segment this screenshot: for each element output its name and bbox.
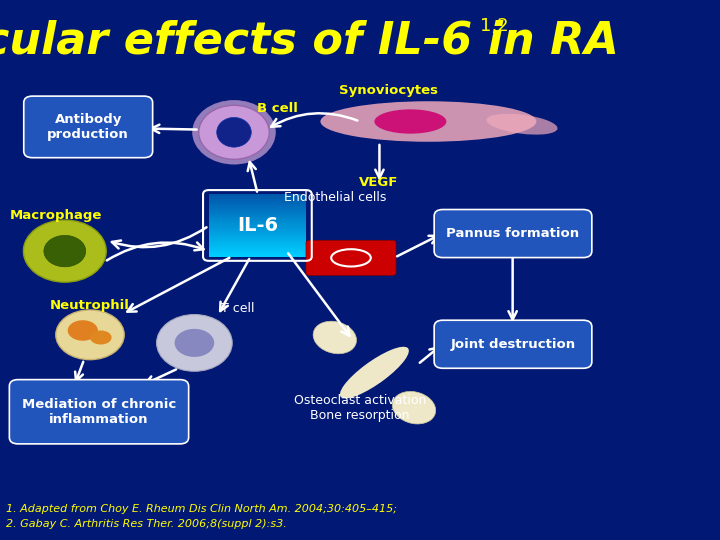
Text: 1,2: 1,2 <box>480 17 508 35</box>
Bar <box>209 238 306 240</box>
Ellipse shape <box>374 109 446 133</box>
Ellipse shape <box>56 310 125 360</box>
Text: Mediation of chronic
inflammation: Mediation of chronic inflammation <box>22 398 176 426</box>
Text: Pannus formation: Pannus formation <box>446 227 580 240</box>
Text: 2. Gabay C. Arthritis Res Ther. 2006;8(suppl 2):s3.: 2. Gabay C. Arthritis Res Ther. 2006;8(s… <box>6 519 287 529</box>
FancyBboxPatch shape <box>434 210 592 258</box>
Text: Neutrophil: Neutrophil <box>50 299 130 312</box>
Bar <box>209 221 306 224</box>
Ellipse shape <box>320 102 536 141</box>
Bar <box>209 205 306 207</box>
Ellipse shape <box>313 321 356 354</box>
Bar <box>209 232 306 234</box>
Bar <box>209 207 306 209</box>
Ellipse shape <box>392 392 436 424</box>
Bar <box>209 226 306 227</box>
FancyBboxPatch shape <box>9 380 189 444</box>
FancyBboxPatch shape <box>434 320 592 368</box>
Bar <box>209 227 306 230</box>
Text: Osteoclast activation
Bone resorption: Osteoclast activation Bone resorption <box>294 394 426 422</box>
Ellipse shape <box>217 117 251 147</box>
Text: VEGF: VEGF <box>359 176 398 189</box>
Ellipse shape <box>199 105 269 159</box>
Text: Antibody
production: Antibody production <box>48 113 129 141</box>
FancyBboxPatch shape <box>306 240 396 275</box>
Bar <box>209 242 306 244</box>
Bar <box>209 209 306 211</box>
Bar <box>209 224 306 226</box>
Ellipse shape <box>487 114 557 134</box>
Bar <box>209 230 306 232</box>
Bar <box>209 244 306 246</box>
Text: B cell: B cell <box>257 102 297 114</box>
Bar <box>209 240 306 242</box>
Bar <box>209 250 306 252</box>
Bar <box>209 199 306 200</box>
Bar <box>209 201 306 202</box>
Bar <box>209 202 306 205</box>
Text: Synoviocytes: Synoviocytes <box>339 84 438 97</box>
Bar <box>209 254 306 256</box>
Ellipse shape <box>90 330 112 345</box>
Bar <box>209 219 306 221</box>
Text: Macrophage: Macrophage <box>10 210 102 222</box>
Ellipse shape <box>68 320 98 341</box>
Bar <box>209 217 306 219</box>
Ellipse shape <box>340 347 409 399</box>
Text: Articular effects of IL-6 in RA: Articular effects of IL-6 in RA <box>0 19 620 62</box>
Text: Endothelial cells: Endothelial cells <box>284 191 387 204</box>
Bar <box>209 213 306 215</box>
Ellipse shape <box>193 100 275 164</box>
FancyBboxPatch shape <box>24 96 153 158</box>
Ellipse shape <box>44 235 86 267</box>
Bar <box>209 246 306 248</box>
Bar <box>209 236 306 238</box>
Ellipse shape <box>174 329 215 357</box>
Text: Joint destruction: Joint destruction <box>451 338 575 351</box>
Ellipse shape <box>157 314 232 372</box>
Bar <box>209 211 306 213</box>
Bar <box>209 252 306 254</box>
Bar <box>209 234 306 236</box>
Bar <box>209 215 306 217</box>
Bar <box>209 248 306 251</box>
Ellipse shape <box>23 220 107 282</box>
Text: T cell: T cell <box>221 302 254 315</box>
Bar <box>209 197 306 199</box>
Text: IL-6: IL-6 <box>237 216 278 235</box>
Bar <box>209 194 306 197</box>
Text: 1. Adapted from Choy E. Rheum Dis Clin North Am. 2004;30:405–415;: 1. Adapted from Choy E. Rheum Dis Clin N… <box>6 504 397 514</box>
